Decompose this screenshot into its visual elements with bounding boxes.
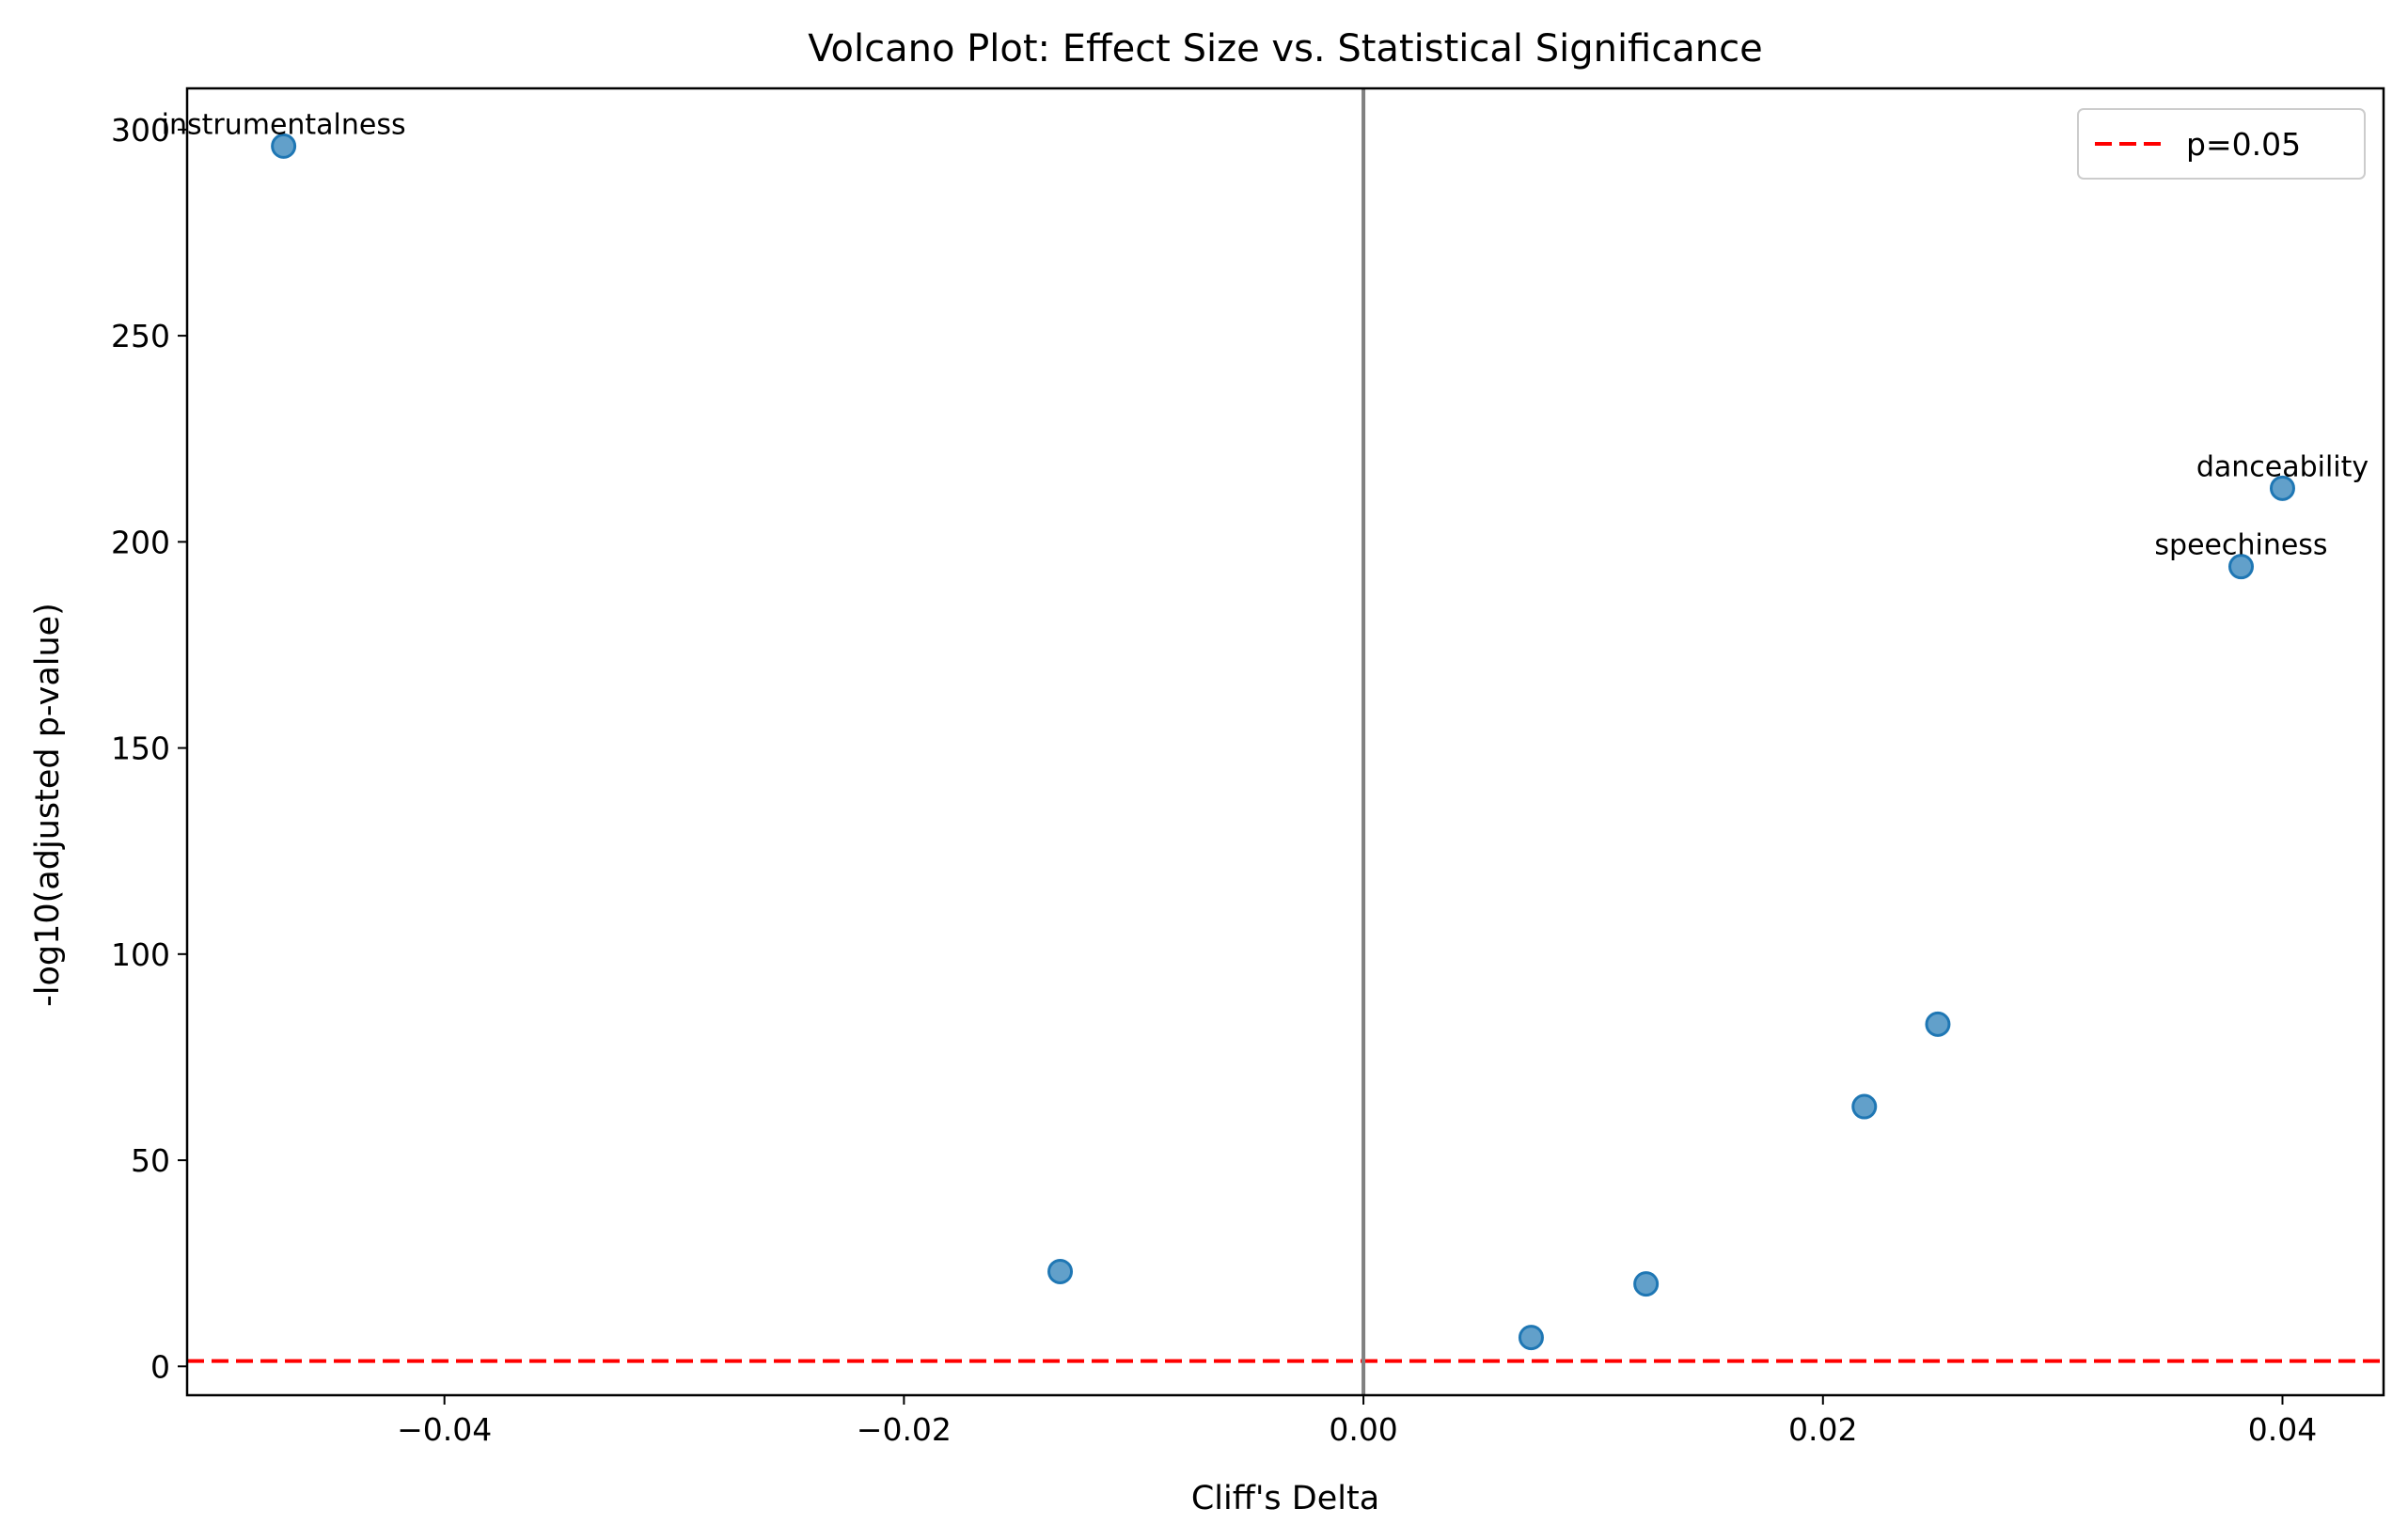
data-point (271, 133, 297, 159)
y-tick-label: 200 (111, 524, 170, 560)
point-label: danceability (2196, 450, 2369, 483)
y-axis-label: -log10(adjusted p-value) (29, 603, 67, 1007)
data-point (1851, 1093, 1878, 1120)
data-point (2228, 554, 2255, 580)
y-tick-label: 0 (150, 1348, 170, 1385)
data-point (1633, 1271, 1660, 1297)
chart-title: Volcano Plot: Effect Size vs. Statistica… (808, 27, 1762, 71)
data-point (1925, 1011, 1951, 1037)
point-label: instrumentalness (162, 108, 406, 141)
x-tick-label: 0.02 (1788, 1411, 1857, 1448)
data-point (2269, 475, 2295, 501)
legend-label: p=0.05 (2186, 126, 2301, 163)
y-tick-label: 300 (111, 112, 170, 149)
x-tick-label: 0.04 (2248, 1411, 2317, 1448)
x-tick-label: 0.00 (1329, 1411, 1397, 1448)
point-label: speechiness (2154, 529, 2327, 562)
plot-frame (185, 86, 2385, 1397)
legend-box (2077, 108, 2366, 180)
y-tick-label: 150 (111, 731, 170, 767)
y-tick-label: 50 (131, 1142, 170, 1179)
x-tick-label: −0.04 (397, 1411, 492, 1448)
y-tick-label: 250 (111, 318, 170, 354)
x-axis-label: Cliff's Delta (1191, 1480, 1379, 1517)
plot-area: instrumentalness speechiness danceability −… (111, 86, 2385, 1448)
data-point (1047, 1258, 1074, 1284)
data-point (1518, 1325, 1544, 1351)
x-tick-label: −0.02 (857, 1411, 952, 1448)
y-tick-label: 100 (111, 936, 170, 973)
